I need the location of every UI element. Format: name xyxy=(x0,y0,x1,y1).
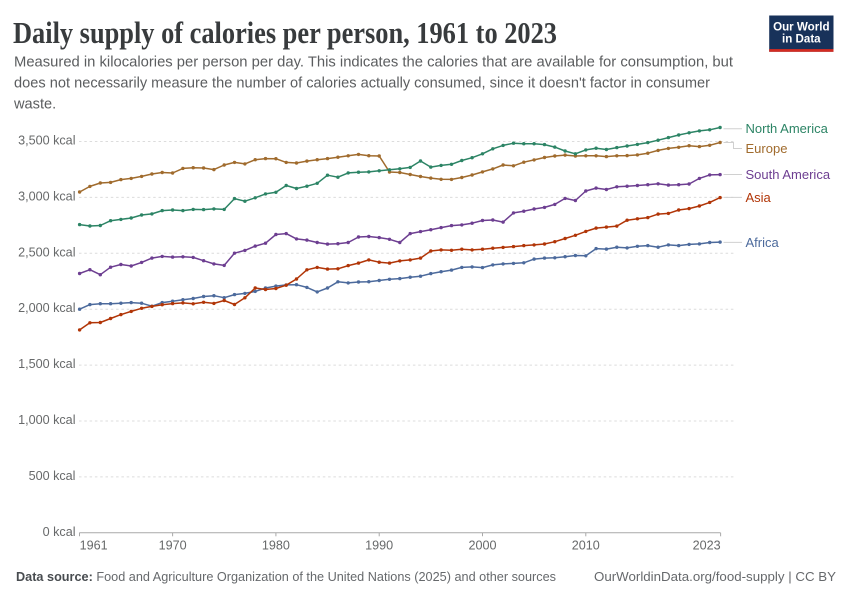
svg-text:South America: South America xyxy=(746,167,831,182)
svg-text:Our World: Our World xyxy=(773,20,829,33)
svg-text:2,500 kcal: 2,500 kcal xyxy=(18,245,75,259)
svg-text:OurWorldinData.org/food-supply: OurWorldinData.org/food-supply | CC BY xyxy=(594,569,836,584)
svg-text:Data source: Food and Agricult: Data source: Food and Agriculture Organi… xyxy=(16,569,556,584)
svg-text:500 kcal: 500 kcal xyxy=(29,469,76,483)
svg-text:3,500 kcal: 3,500 kcal xyxy=(18,134,75,148)
svg-text:2010: 2010 xyxy=(572,539,600,553)
svg-text:1,000 kcal: 1,000 kcal xyxy=(18,413,75,427)
svg-text:2000: 2000 xyxy=(468,539,496,553)
svg-text:1980: 1980 xyxy=(262,539,290,553)
svg-text:1,500 kcal: 1,500 kcal xyxy=(18,357,75,371)
svg-text:0 kcal: 0 kcal xyxy=(43,525,76,539)
svg-text:does not necessarily measure t: does not necessarily measure the number … xyxy=(14,76,710,92)
svg-text:1990: 1990 xyxy=(365,539,393,553)
svg-text:1970: 1970 xyxy=(159,539,187,553)
svg-text:1961: 1961 xyxy=(80,539,108,553)
svg-text:in Data: in Data xyxy=(782,33,821,46)
svg-text:3,000 kcal: 3,000 kcal xyxy=(18,189,75,203)
svg-text:Asia: Asia xyxy=(746,190,772,205)
svg-text:Europe: Europe xyxy=(746,141,788,156)
svg-text:2023: 2023 xyxy=(693,539,721,553)
svg-text:Africa: Africa xyxy=(746,235,780,250)
svg-text:2,000 kcal: 2,000 kcal xyxy=(18,301,75,315)
svg-text:waste.: waste. xyxy=(13,97,56,113)
svg-text:Measured in kilocalories per p: Measured in kilocalories per person per … xyxy=(14,55,733,71)
svg-text:North America: North America xyxy=(746,121,829,136)
svg-text:Daily supply of calories per p: Daily supply of calories per person, 196… xyxy=(13,15,557,50)
